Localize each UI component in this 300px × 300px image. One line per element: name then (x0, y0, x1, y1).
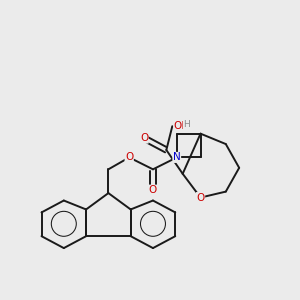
Text: OH: OH (174, 121, 190, 131)
Text: N: N (173, 152, 181, 162)
Text: H: H (183, 120, 190, 129)
Text: O: O (149, 185, 157, 195)
Text: O: O (196, 193, 205, 202)
Text: O: O (125, 152, 133, 162)
Text: O: O (140, 133, 148, 143)
